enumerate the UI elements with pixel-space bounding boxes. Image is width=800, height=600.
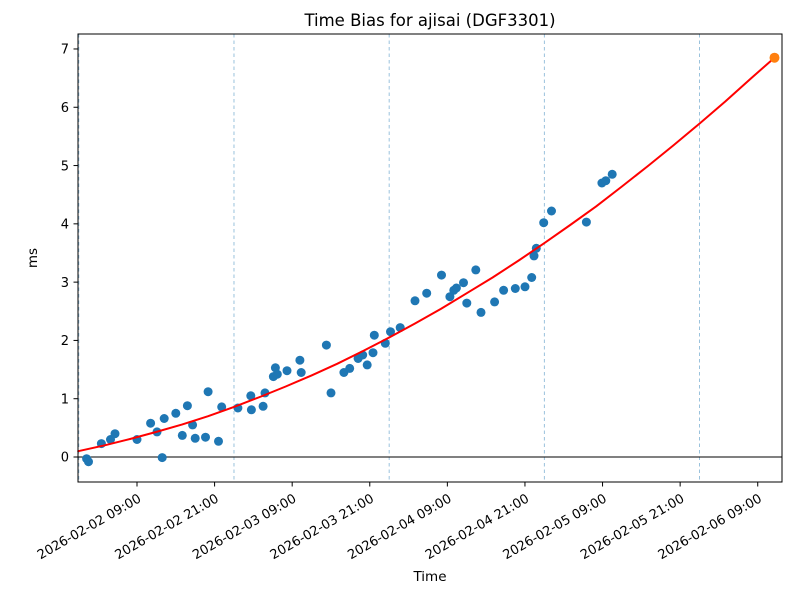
data-point — [601, 176, 611, 186]
data-point — [201, 432, 210, 442]
y-axis-ticks: 0 1 2 3 4 5 6 7 — [61, 43, 78, 466]
data-point — [520, 282, 530, 292]
y-tick-label: 6 — [61, 101, 69, 116]
data-point — [203, 387, 213, 397]
data-point — [410, 296, 420, 306]
x-axis-label: Time — [412, 569, 446, 585]
data-point — [459, 278, 468, 288]
data-point — [451, 283, 461, 293]
data-point — [110, 429, 120, 439]
y-tick-label: 0 — [61, 451, 69, 466]
y-tick-label: 4 — [61, 218, 69, 233]
data-point — [282, 366, 292, 376]
fit-curve-series — [77, 56, 776, 453]
chart-title: Time Bias for ajisai (DGF3301) — [303, 11, 555, 30]
data-point — [362, 360, 372, 370]
y-tick-label: 1 — [61, 392, 69, 407]
data-point — [171, 408, 181, 418]
data-point — [296, 368, 306, 377]
data-point — [529, 251, 539, 261]
data-point — [547, 206, 556, 216]
data-point — [510, 284, 520, 293]
data-point — [539, 218, 549, 228]
data-point — [146, 418, 156, 428]
data-point — [321, 340, 331, 350]
data-point — [159, 414, 169, 423]
data-point — [368, 348, 378, 358]
predicted-data-point — [769, 52, 780, 63]
data-point — [527, 273, 537, 282]
data-point — [422, 288, 432, 298]
data-point — [462, 298, 472, 308]
data-point — [84, 457, 93, 467]
data-point — [490, 297, 500, 307]
data-point — [295, 355, 305, 365]
y-tick-label: 2 — [61, 334, 69, 349]
data-point — [272, 369, 282, 379]
axes-frame-group — [77, 33, 783, 483]
data-point — [499, 285, 509, 295]
time-bias-observations-series — [82, 169, 617, 467]
data-point — [581, 217, 591, 227]
data-point — [177, 430, 187, 440]
data-point — [345, 363, 355, 373]
data-point — [258, 401, 268, 411]
axes-frame — [77, 33, 783, 483]
y-tick-label: 5 — [61, 159, 69, 174]
data-point — [217, 402, 227, 412]
y-tick-label: 3 — [61, 276, 69, 291]
y-tick-label: 7 — [61, 43, 69, 58]
data-point — [386, 327, 395, 337]
y-axis-label: ms — [25, 248, 41, 268]
data-point — [182, 401, 192, 411]
data-point — [246, 391, 256, 401]
data-point — [190, 433, 200, 443]
data-point — [437, 270, 446, 280]
data-point — [607, 169, 617, 179]
predicted-point-series — [769, 52, 780, 63]
data-point — [157, 453, 167, 463]
data-point — [214, 436, 223, 446]
data-point — [246, 405, 256, 415]
data-point — [369, 330, 379, 340]
data-point — [326, 388, 336, 398]
fit-curve — [77, 56, 776, 453]
data-point — [476, 307, 486, 317]
data-point — [471, 265, 481, 275]
